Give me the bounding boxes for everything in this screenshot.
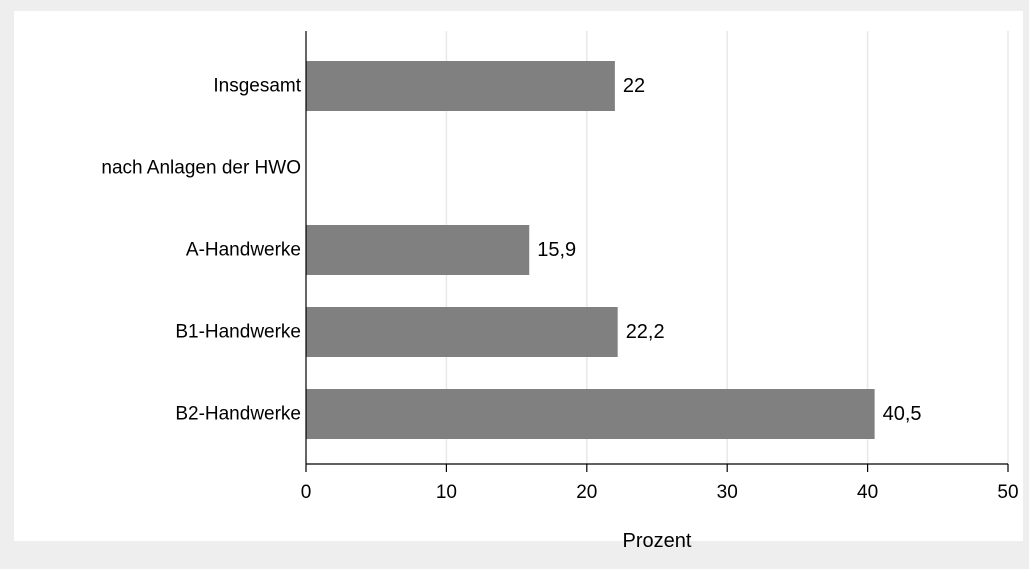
axes — [305, 31, 1009, 472]
category-label-1: nach Anlagen der HWO — [101, 158, 301, 179]
bar-2 — [306, 225, 530, 275]
category-label-3: B1-Handwerke — [175, 322, 301, 343]
bar-0 — [306, 61, 615, 111]
bars — [306, 61, 875, 439]
x-tick-label-30: 30 — [717, 482, 738, 503]
x-tick-label-20: 20 — [576, 482, 597, 503]
category-label-0: Insgesamt — [213, 76, 301, 97]
x-tick-label-50: 50 — [997, 482, 1018, 503]
value-label-3: 22,2 — [626, 321, 665, 343]
value-label-2: 15,9 — [537, 239, 576, 261]
bar-3 — [306, 307, 618, 357]
bar-4 — [306, 389, 875, 439]
x-tick-label-10: 10 — [436, 482, 457, 503]
labels: 22 Insgesamt nach Anlagen der HWO 15,9 A-Han… — [101, 75, 1018, 552]
category-label-2: A-Handwerke — [186, 240, 301, 261]
x-axis-title: Prozent — [623, 530, 692, 552]
value-label-0: 22 — [623, 75, 645, 97]
category-label-4: B2-Handwerke — [175, 404, 301, 425]
x-tick-label-40: 40 — [857, 482, 878, 503]
x-tick-label-0: 0 — [301, 482, 312, 503]
value-label-4: 40,5 — [883, 403, 922, 425]
